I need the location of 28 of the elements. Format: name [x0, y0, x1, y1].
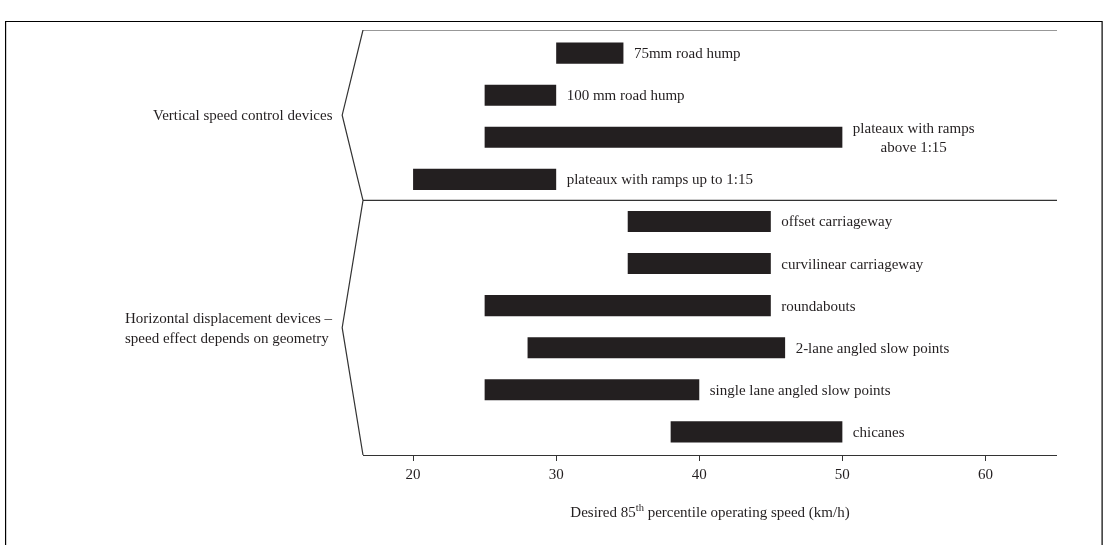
x-axis-title: Desired 85$^{th}$ percentile operating speed (km/h): [570, 501, 850, 522]
y-tick-label: curvilinear carriageway: [773, 255, 924, 272]
bar: [627, 210, 771, 232]
y-tick-label: 75mm road hump: [626, 45, 741, 62]
y-tick-label: 2-lane angled slow points: [788, 339, 950, 356]
y-tick-label: chicanes: [845, 423, 905, 440]
text: Horizontal displacement devices – speed effect depends on geometry: [125, 310, 333, 346]
bar: [484, 295, 771, 317]
bar: [627, 253, 771, 275]
y-tick-label: offset carriageway: [773, 213, 893, 230]
y-tick-label: plateaux with ramps above 1:15: [845, 119, 975, 156]
bar: [527, 337, 786, 359]
bar: [413, 168, 557, 190]
y-tick-label: 100 mm road hump: [559, 87, 685, 104]
bar: [484, 126, 843, 148]
bar: [484, 379, 700, 401]
bar: [484, 84, 557, 106]
x-tick-label: 20: [405, 466, 421, 483]
bar: [556, 42, 624, 64]
x-tick-label: 40: [691, 466, 707, 483]
bar: [670, 421, 843, 443]
text: Vertical speed control devices: [153, 107, 333, 123]
x-tick-label: 50: [834, 466, 850, 483]
y-tick-label: roundabouts: [773, 297, 856, 314]
y-tick-label: single lane angled slow points: [702, 381, 891, 398]
x-tick-label: 60: [977, 466, 993, 483]
x-tick-label: 30: [548, 466, 564, 483]
y-tick-label: plateaux with ramps up to 1:15: [559, 171, 753, 188]
